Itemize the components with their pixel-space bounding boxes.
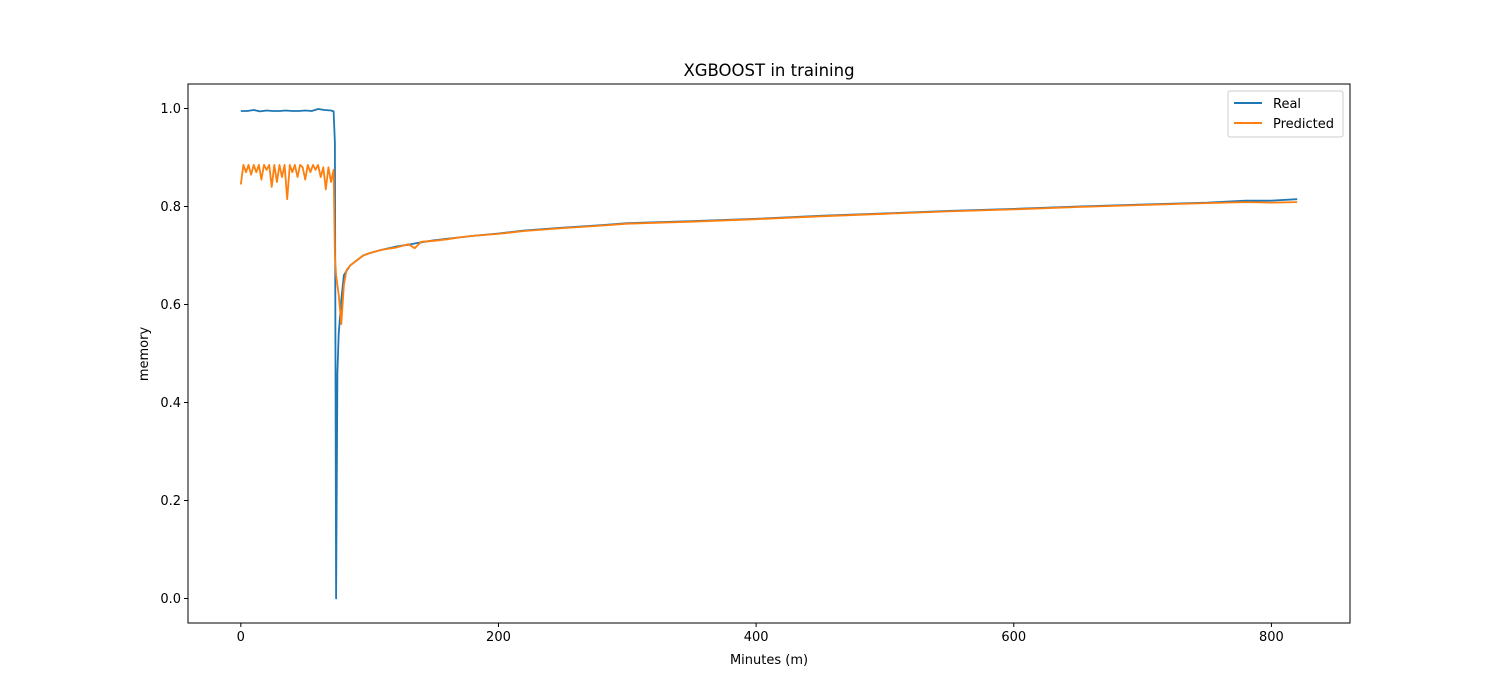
y-tick-label: 0.2 bbox=[160, 494, 181, 509]
x-tick-label: 0 bbox=[237, 630, 245, 645]
legend-predicted-label: Predicted bbox=[1273, 117, 1334, 132]
legend-real-label: Real bbox=[1273, 97, 1301, 112]
y-axis-label: memory bbox=[137, 327, 152, 382]
y-tick-label: 0.6 bbox=[160, 298, 181, 313]
legend: Real Predicted bbox=[1227, 90, 1344, 138]
y-tick-label: 0.4 bbox=[160, 396, 181, 411]
y-tick-label: 1.0 bbox=[160, 102, 181, 117]
x-axis-label: Minutes (m) bbox=[730, 653, 808, 668]
chart-title: XGBOOST in training bbox=[683, 61, 854, 80]
y-axis-ticks: 0.0 0.2 0.4 0.6 0.8 1.0 bbox=[160, 102, 188, 607]
plot-lines bbox=[239, 108, 1298, 600]
y-tick-label: 0.0 bbox=[160, 592, 181, 607]
y-tick-label: 0.8 bbox=[160, 200, 181, 215]
plot-area-frame bbox=[187, 83, 1351, 624]
x-tick-label: 400 bbox=[744, 630, 769, 645]
x-tick-label: 600 bbox=[1001, 630, 1026, 645]
x-axis-ticks: 0 200 400 600 800 bbox=[237, 623, 1284, 645]
x-tick-label: 200 bbox=[486, 630, 511, 645]
x-tick-label: 800 bbox=[1259, 630, 1284, 645]
series-line-predicted bbox=[239, 163, 1298, 326]
